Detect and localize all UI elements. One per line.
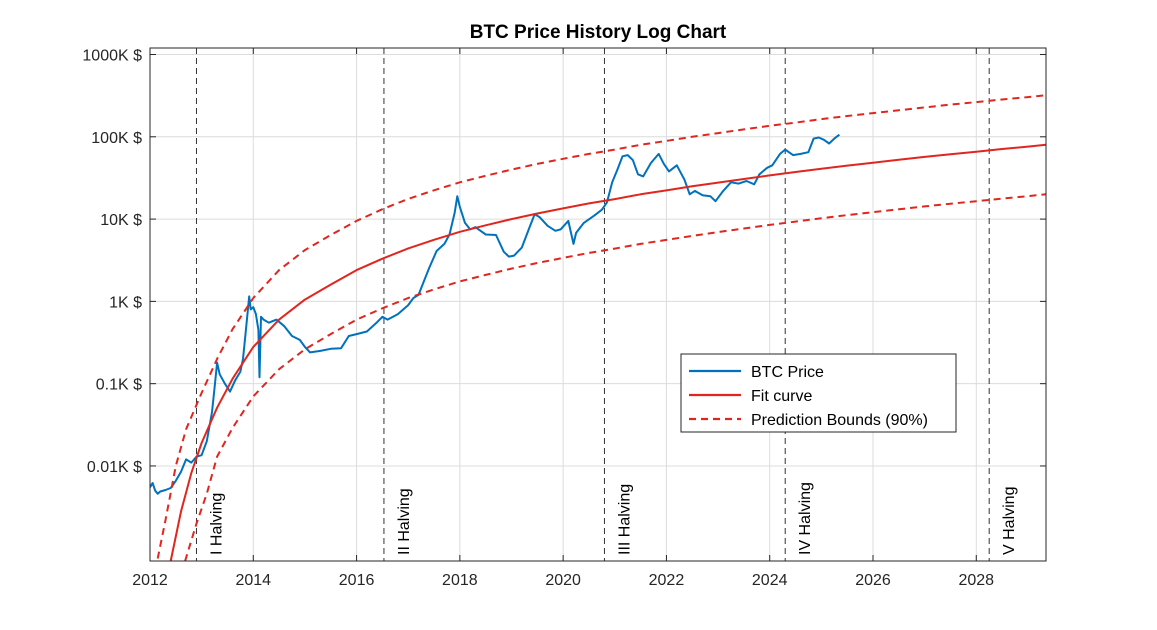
series-layer [150, 94, 1046, 561]
halving-lines [195, 48, 990, 561]
plot-border [149, 47, 1047, 562]
x-tick-label: 2028 [958, 572, 994, 589]
x-tick-label: 2022 [649, 572, 685, 589]
halving-label: IV Halving [797, 482, 814, 555]
y-tick-label: 1000K $ [82, 48, 142, 65]
series-line [156, 94, 1046, 559]
y-tick-label: 1K $ [109, 294, 142, 311]
x-tick-label: 2016 [339, 572, 375, 589]
x-tick-label: 2020 [545, 572, 581, 589]
halving-label: III Halving [616, 484, 633, 555]
axis-ticks: 2012 2014 2016 2018 2020 2022 2024 2026 2028 0.01… [82, 48, 1046, 589]
x-tick-label: 2012 [132, 572, 168, 589]
series-line [150, 133, 841, 495]
x-tick-label: 2014 [235, 572, 271, 589]
y-tick-label: 100K $ [91, 130, 142, 147]
legend: BTC Price Fit curve Prediction Bounds (90%… [680, 353, 957, 433]
y-tick-label: 10K $ [100, 212, 142, 229]
plot-area [150, 48, 1046, 561]
series-line [169, 143, 1046, 561]
halving-label: I Halving [208, 493, 225, 555]
halving-label: II Halving [396, 488, 413, 555]
legend-label: Fit curve [751, 388, 812, 405]
y-tick-label: 0.01K $ [87, 459, 142, 476]
series-line [184, 193, 1046, 561]
x-tick-label: 2018 [442, 572, 478, 589]
halving-label: V Halving [1001, 487, 1018, 555]
legend-label: BTC Price [751, 364, 824, 381]
x-tick-label: 2026 [855, 572, 891, 589]
halving-labels: I Halving II Halving III Halving IV Halving… [208, 482, 1018, 555]
legend-label: Prediction Bounds (90%) [751, 412, 928, 429]
y-tick-label: 0.1K $ [96, 377, 142, 394]
chart-title: BTC Price History Log Chart [470, 22, 727, 43]
x-tick-label: 2024 [752, 572, 788, 589]
